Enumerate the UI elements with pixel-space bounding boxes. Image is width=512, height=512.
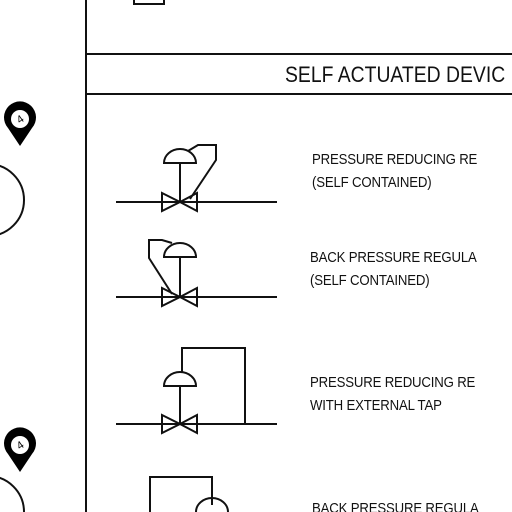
entry-3-line1: PRESSURE REDUCING RE	[310, 374, 476, 391]
partial-symbol-top	[133, 0, 165, 5]
location-marker-upper[interactable]	[3, 101, 36, 146]
entry-1-line1: PRESSURE REDUCING RE	[312, 151, 478, 168]
side-circle-lower	[0, 477, 25, 512]
symbol-pressure-reducing-self-contained	[116, 144, 277, 213]
entry-2-line1: BACK PRESSURE REGULA	[310, 249, 477, 266]
side-circle-upper	[0, 165, 25, 235]
symbol-pressure-reducing-external-tap	[116, 347, 277, 435]
section-title: SELF ACTUATED DEVIC	[285, 62, 506, 87]
entry-1-line2: (SELF CONTAINED)	[312, 174, 432, 191]
entry-3-line2: WITH EXTERNAL TAP	[310, 397, 442, 414]
marker-label-lower: 4	[15, 439, 27, 452]
symbol-back-pressure-partial	[149, 476, 229, 512]
location-marker-lower[interactable]	[3, 427, 36, 472]
marker-label-upper: 4	[15, 113, 27, 126]
entry-2-line2: (SELF CONTAINED)	[310, 272, 430, 289]
entry-4-line1: BACK PRESSURE REGULA	[312, 500, 479, 512]
symbol-back-pressure-self-contained	[116, 239, 277, 308]
